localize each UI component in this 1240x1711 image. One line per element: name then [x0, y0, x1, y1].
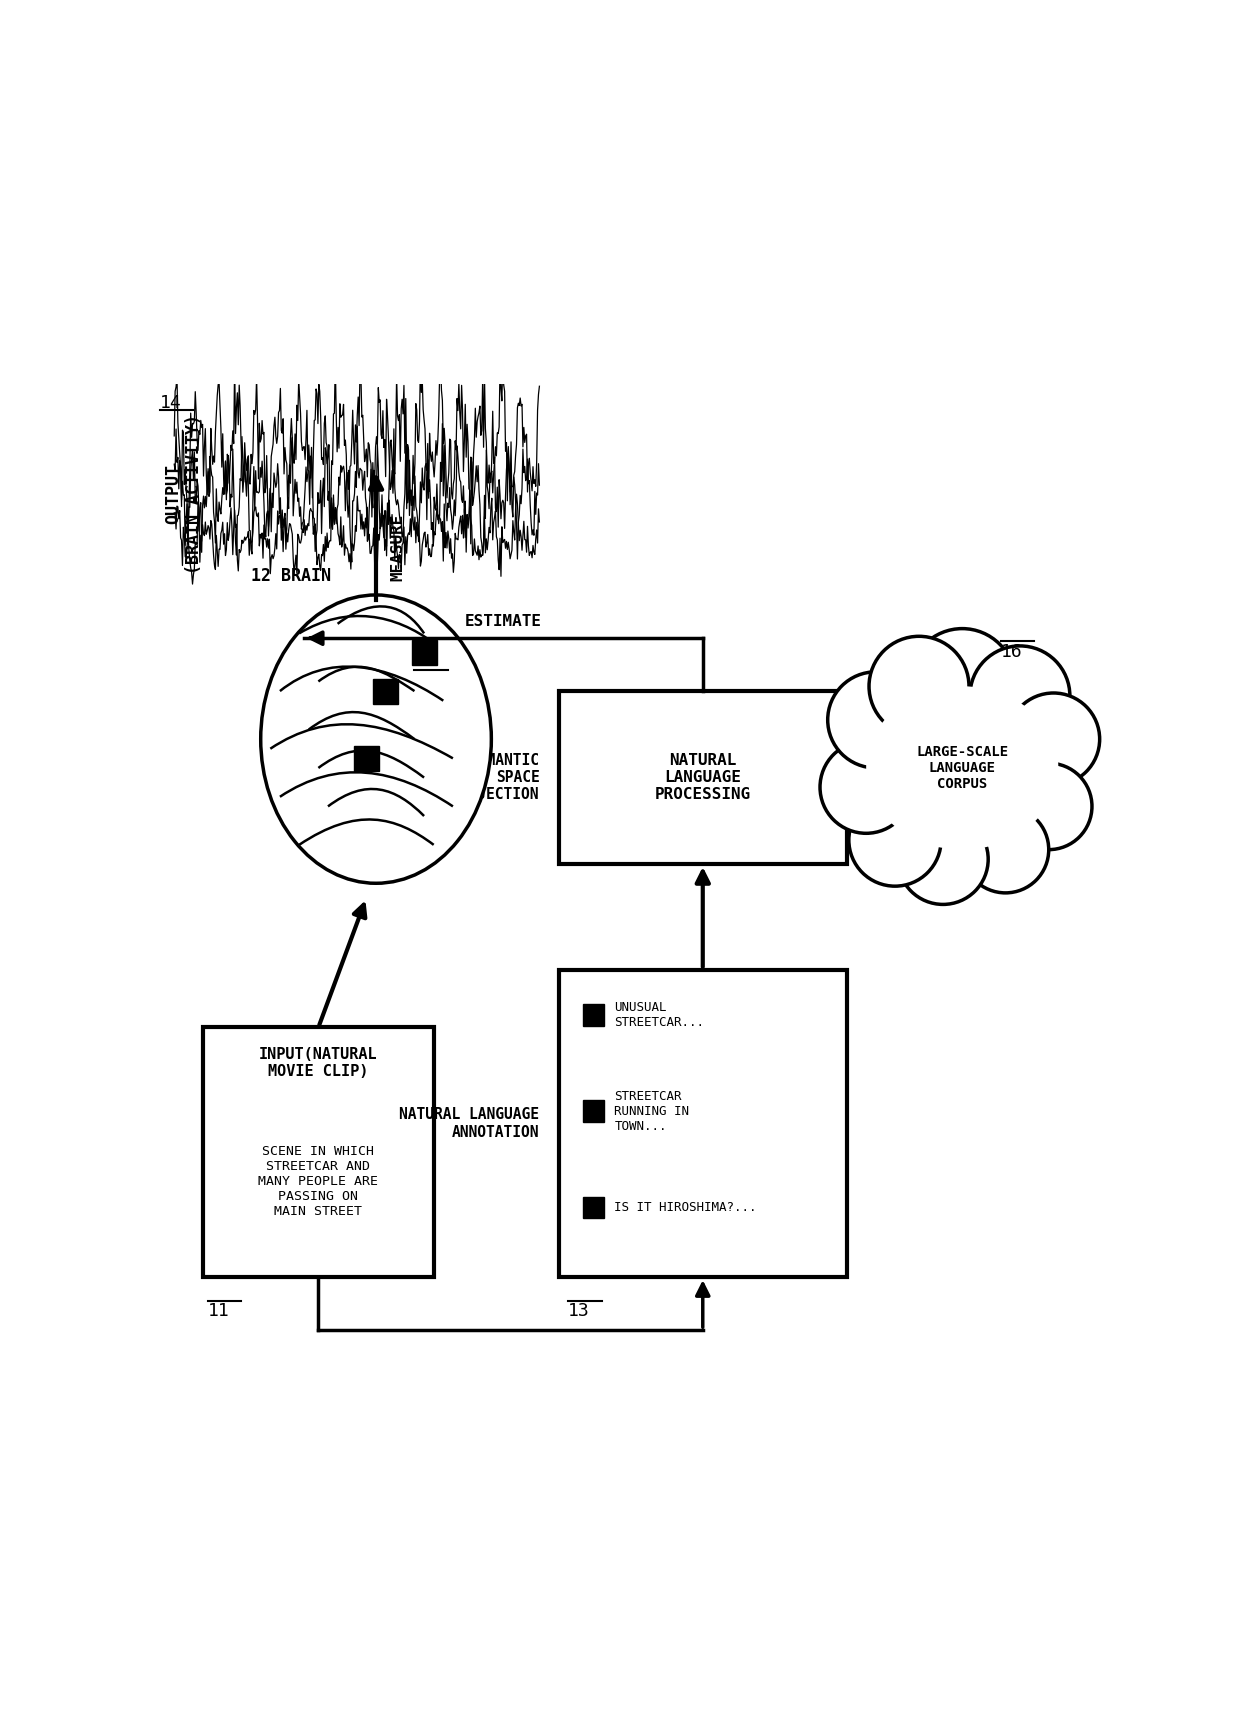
Circle shape — [828, 672, 924, 768]
Bar — [373, 679, 398, 703]
Circle shape — [970, 647, 1070, 746]
Circle shape — [820, 741, 913, 833]
Bar — [583, 1100, 604, 1122]
Text: 11: 11 — [208, 1302, 229, 1319]
Ellipse shape — [866, 686, 1058, 850]
Text: SCENE IN WHICH
STREETCAR AND
MANY PEOPLE ARE
PASSING ON
MAIN STREET: SCENE IN WHICH STREETCAR AND MANY PEOPLE… — [258, 1145, 378, 1218]
Bar — [353, 746, 379, 772]
Circle shape — [909, 628, 1016, 734]
Text: NATURAL LANGUAGE
ANNOTATION: NATURAL LANGUAGE ANNOTATION — [399, 1107, 539, 1140]
Bar — [412, 640, 436, 666]
Text: 14: 14 — [160, 394, 181, 412]
Bar — [203, 1027, 434, 1278]
Text: INPUT(NATURAL
MOVIE CLIP): INPUT(NATURAL MOVIE CLIP) — [259, 1047, 378, 1080]
Text: UNUSUAL
STREETCAR...: UNUSUAL STREETCAR... — [614, 1001, 704, 1028]
Bar — [558, 691, 847, 864]
Text: 13: 13 — [568, 1302, 590, 1319]
Circle shape — [849, 794, 941, 886]
Text: OUTPUT
(BRAIN ACTIVITY): OUTPUT (BRAIN ACTIVITY) — [165, 414, 203, 575]
Text: ESTIMATE: ESTIMATE — [465, 614, 542, 628]
Ellipse shape — [260, 595, 491, 883]
Text: IS IT HIROSHIMA?...: IS IT HIROSHIMA?... — [614, 1201, 756, 1213]
Circle shape — [898, 814, 988, 905]
Bar — [583, 1196, 604, 1218]
Ellipse shape — [847, 662, 1078, 874]
Text: STREETCAR
RUNNING IN
TOWN...: STREETCAR RUNNING IN TOWN... — [614, 1090, 689, 1133]
Circle shape — [962, 806, 1049, 893]
Circle shape — [1007, 693, 1100, 785]
Bar — [583, 1004, 604, 1025]
Text: 12 BRAIN: 12 BRAIN — [250, 566, 331, 585]
Text: NATURAL
LANGUAGE
PROCESSING: NATURAL LANGUAGE PROCESSING — [655, 753, 751, 802]
Text: SEMANTIC
SPACE
PROJECTION: SEMANTIC SPACE PROJECTION — [451, 753, 539, 802]
Text: 16: 16 — [1001, 643, 1023, 662]
Circle shape — [869, 636, 968, 736]
Text: MEASURE: MEASURE — [391, 513, 405, 580]
Bar — [558, 970, 847, 1278]
Circle shape — [1006, 763, 1092, 850]
Text: 15: 15 — [414, 672, 436, 690]
Text: LARGE-SCALE
LANGUAGE
CORPUS: LARGE-SCALE LANGUAGE CORPUS — [916, 744, 1008, 790]
